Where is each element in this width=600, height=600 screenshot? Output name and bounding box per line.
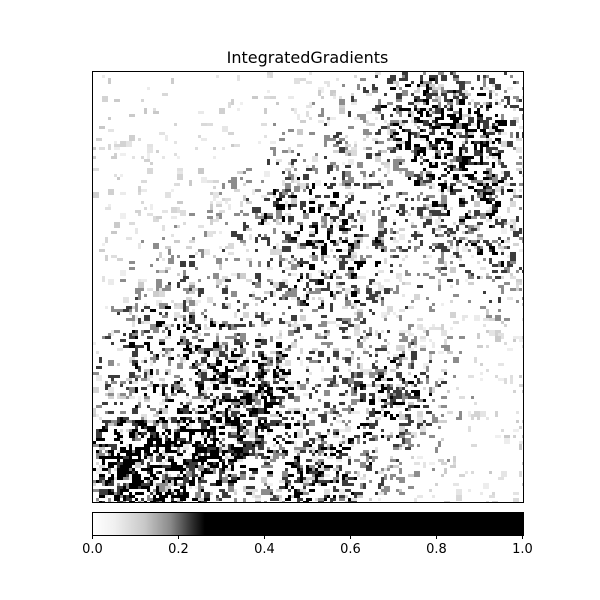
colorbar-tick — [264, 535, 265, 539]
colorbar-tick — [522, 535, 523, 539]
colorbar — [92, 512, 524, 536]
colorbar-tick-label: 0.6 — [340, 542, 361, 557]
colorbar-tick-label: 1.0 — [512, 542, 533, 557]
colorbar-tick — [350, 535, 351, 539]
colorbar-gradient — [93, 513, 523, 535]
attribution-heatmap — [92, 71, 524, 503]
colorbar-tick-label: 0.4 — [254, 542, 275, 557]
colorbar-tick-label: 0.8 — [426, 542, 447, 557]
colorbar-tick-label: 0.2 — [168, 542, 189, 557]
colorbar-tick-label: 0.0 — [82, 542, 103, 557]
attribution-heatmap-canvas — [93, 72, 523, 502]
colorbar-tick — [92, 535, 93, 539]
plot-title: IntegratedGradients — [226, 48, 389, 67]
colorbar-tick — [436, 535, 437, 539]
colorbar-tick — [178, 535, 179, 539]
